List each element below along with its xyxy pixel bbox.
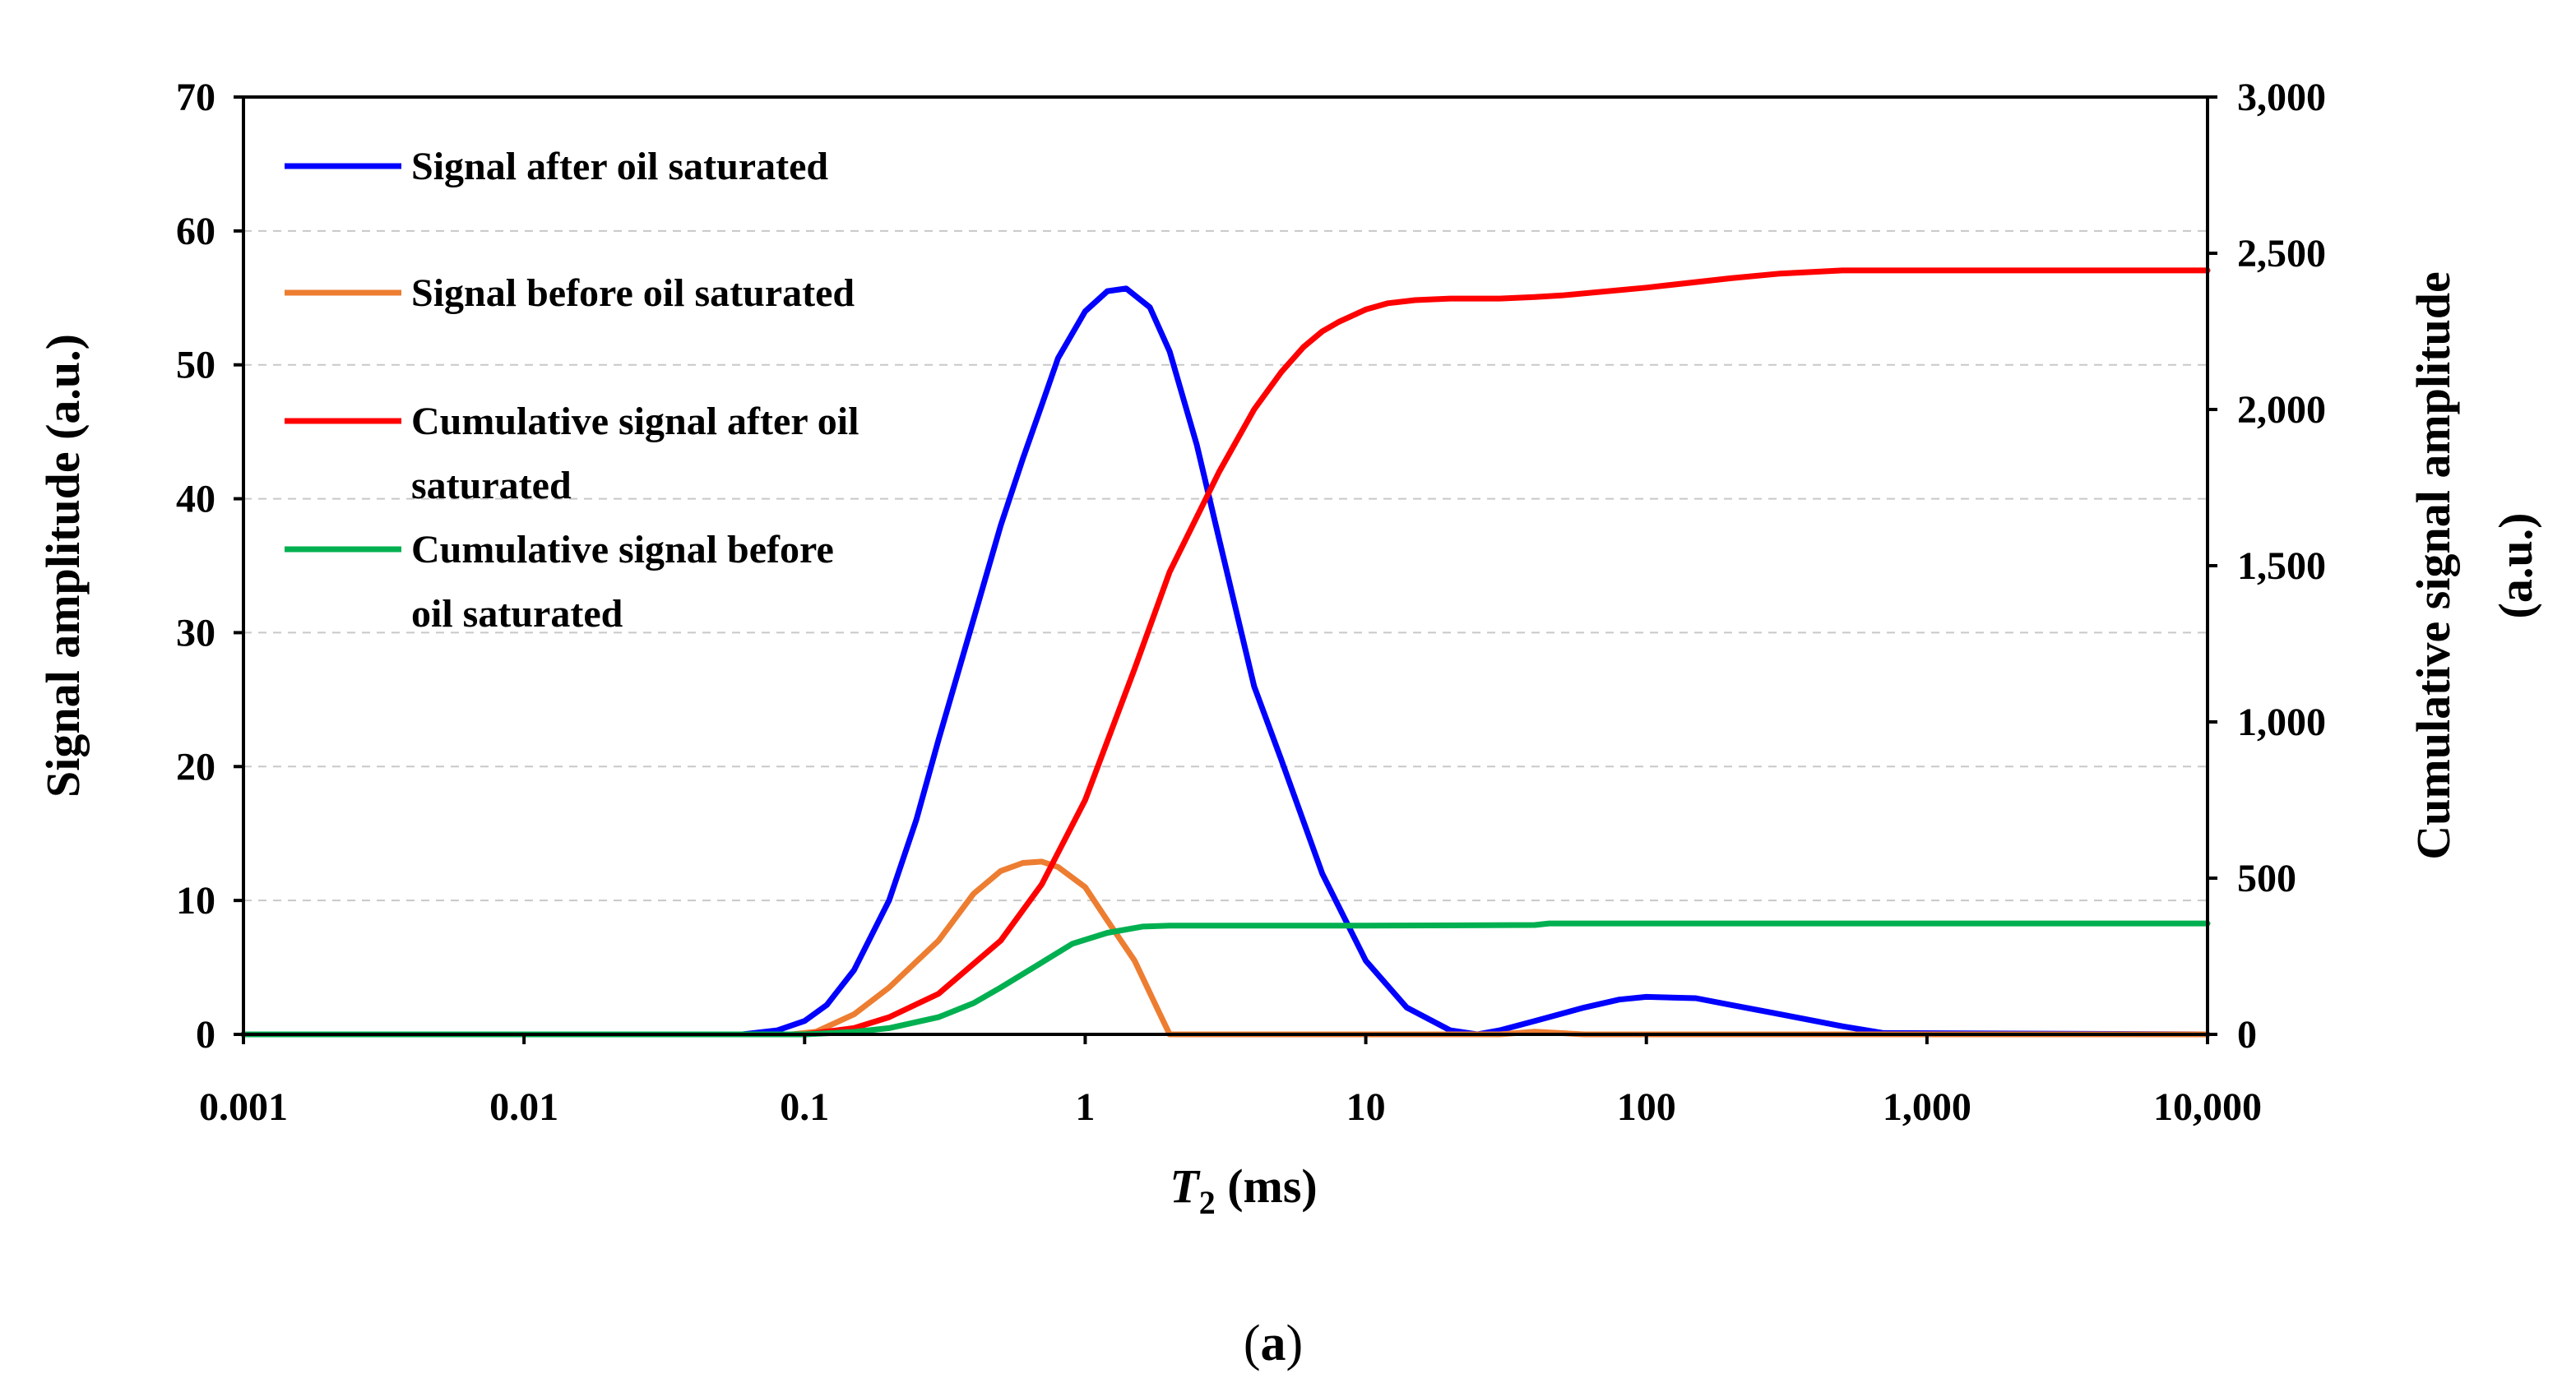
legend-label-4: Cumulative signal before bbox=[411, 528, 834, 571]
y-tick-label: 70 bbox=[176, 76, 215, 119]
y-tick-label: 30 bbox=[176, 611, 215, 654]
series-layer bbox=[240, 267, 2211, 1038]
y-tick-label: 0 bbox=[196, 1013, 215, 1057]
x-axis-title: T2 (ms) bbox=[1170, 1159, 1317, 1221]
series-line-2 bbox=[240, 858, 2211, 1038]
figure-caption: (a) bbox=[1244, 1316, 1303, 1371]
y-tick-label: 20 bbox=[176, 745, 215, 789]
gridlines bbox=[243, 229, 2208, 902]
legend-label-3: Cumulative signal after oil bbox=[411, 400, 859, 443]
x-tick-label: 10 bbox=[1346, 1085, 1386, 1129]
x-tick-label: 0.01 bbox=[489, 1085, 558, 1129]
legend-label-4: oil saturated bbox=[411, 592, 623, 636]
y-tick-label: 10 bbox=[176, 879, 215, 923]
y2-tick-label: 1,500 bbox=[2237, 544, 2326, 588]
series-line-1 bbox=[240, 285, 2211, 1038]
y-tick-label: 40 bbox=[176, 478, 215, 521]
x-tick-label: 10,000 bbox=[2153, 1085, 2262, 1129]
x-tick-label: 1 bbox=[1075, 1085, 1095, 1129]
x-tick-label: 0.001 bbox=[199, 1085, 288, 1129]
y2-tick-label: 0 bbox=[2237, 1013, 2257, 1057]
x-tick-label: 100 bbox=[1617, 1085, 1676, 1129]
y2-tick-label: 2,500 bbox=[2237, 232, 2326, 275]
y2-tick-label: 500 bbox=[2237, 857, 2296, 900]
y-tick-label: 50 bbox=[176, 344, 215, 387]
series-line-4 bbox=[240, 920, 2211, 1038]
series-line-3 bbox=[240, 267, 2211, 1038]
y-tick-label: 60 bbox=[176, 210, 215, 253]
legend-label-1: Signal after oil saturated bbox=[411, 145, 828, 188]
legend-label-3: saturated bbox=[411, 464, 572, 507]
y2-tick-label: 3,000 bbox=[2237, 76, 2326, 119]
y2-axis-title-line-2: (a.u.) bbox=[2489, 513, 2542, 619]
y2-tick-label: 1,000 bbox=[2237, 701, 2326, 744]
y2-tick-label: 2,000 bbox=[2237, 388, 2326, 432]
legend: Signal after oil saturated Signal before … bbox=[285, 145, 859, 636]
y2-axis-title-line-1: Cumulative signal amplitude bbox=[2407, 271, 2460, 859]
axis-ticks: 0 10 20 30 40 50 60 70 0 500 1,000 1,500 2,000 2,500 3… bbox=[176, 76, 2326, 1129]
legend-label-2: Signal before oil saturated bbox=[411, 271, 855, 315]
x-tick-label: 1,000 bbox=[1883, 1085, 1971, 1129]
x-tick-label: 0.1 bbox=[780, 1085, 829, 1129]
y-axis-title: Signal amplitude (a.u.) bbox=[36, 334, 90, 798]
